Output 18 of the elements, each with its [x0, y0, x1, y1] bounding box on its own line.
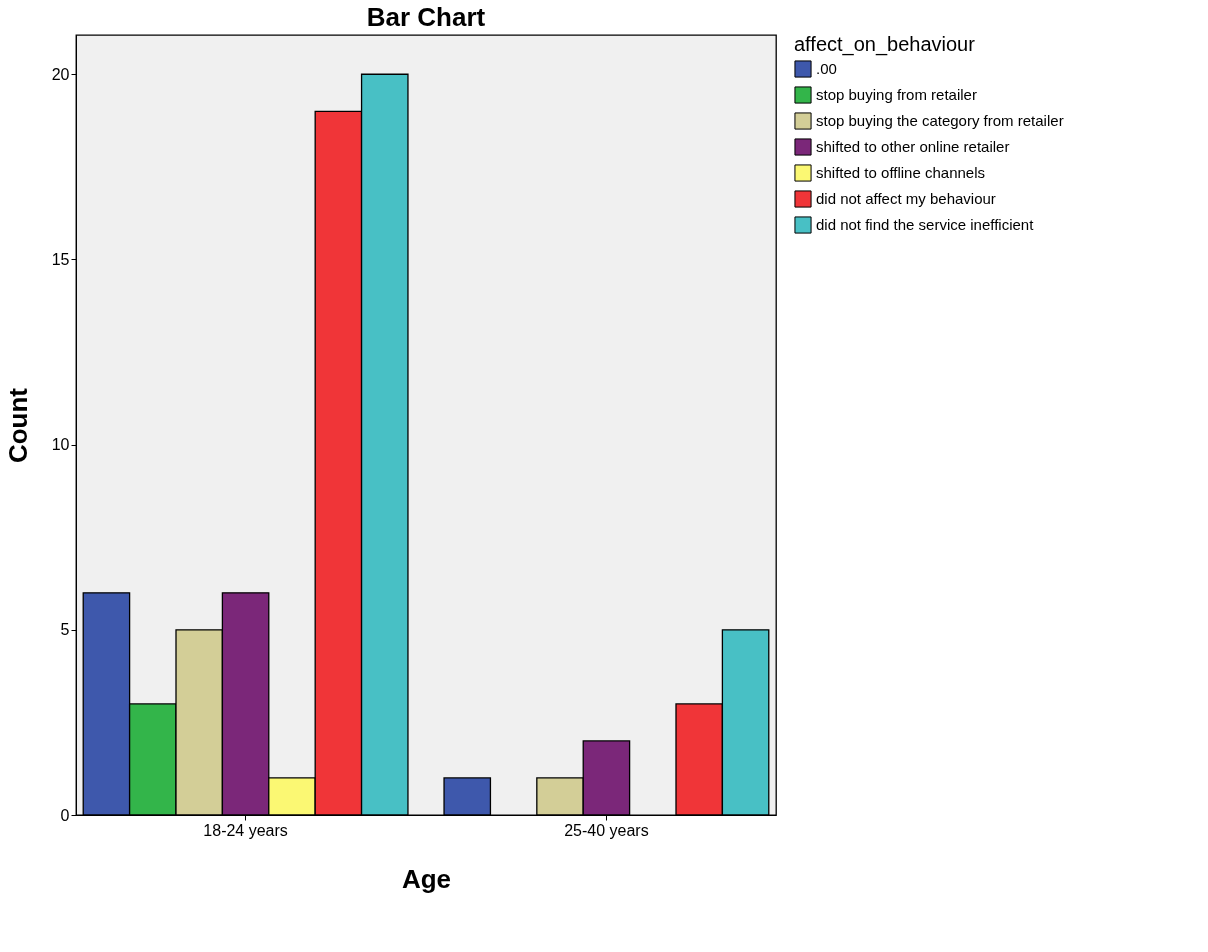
y-tick-label: 15: [51, 250, 70, 268]
legend-label: did not find the service inefficient: [816, 216, 1035, 233]
y-tick-label: 10: [51, 436, 70, 454]
legend-label: stop buying from retailer: [816, 86, 977, 103]
y-tick-label: 20: [51, 65, 70, 83]
y-tick-label: 5: [60, 621, 70, 639]
legend-label: stop buying the category from retailer: [816, 112, 1064, 129]
legend-title: affect_on_behaviour: [794, 33, 976, 56]
legend-label: shifted to other online retailer: [816, 138, 1010, 155]
legend-label: shifted to offline channels: [816, 164, 986, 181]
x-tick-label: 18-24 years: [203, 821, 288, 839]
legend-label: did not affect my behaviour: [816, 190, 996, 207]
chart-title: Bar Chart: [366, 2, 486, 32]
y-tick-label: 0: [60, 806, 70, 824]
x-axis-title: Age: [401, 863, 452, 894]
y-axis-title: Count: [2, 387, 33, 464]
legend-label: .00: [816, 60, 837, 77]
x-tick-label: 25-40 years: [564, 821, 649, 839]
